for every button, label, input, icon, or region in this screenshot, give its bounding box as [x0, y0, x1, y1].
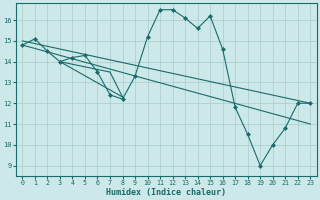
X-axis label: Humidex (Indice chaleur): Humidex (Indice chaleur) [106, 188, 226, 197]
